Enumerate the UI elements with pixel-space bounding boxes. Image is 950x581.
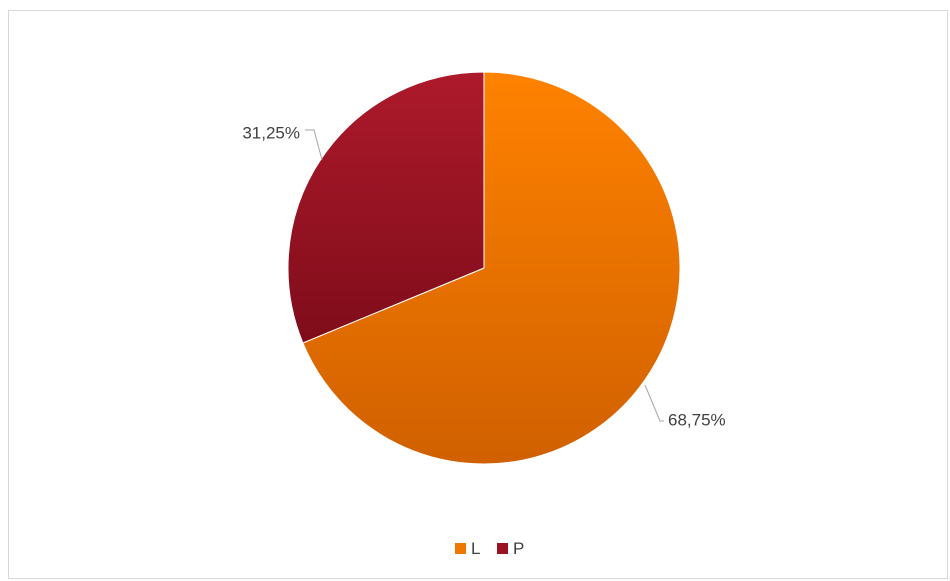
legend-label-l: L (471, 539, 480, 558)
pie-slice-l (302, 71, 681, 465)
legend-swatch-l (455, 543, 466, 554)
legend: L P (455, 539, 524, 558)
leader-line-l (644, 384, 664, 422)
pie-slice-p (287, 71, 485, 344)
leader-line-p (305, 129, 323, 161)
legend-label-p: P (513, 539, 524, 558)
legend-swatch-p (497, 543, 508, 554)
data-label-p: 31,25% (242, 123, 300, 142)
data-label-l: 68,75% (668, 410, 726, 429)
